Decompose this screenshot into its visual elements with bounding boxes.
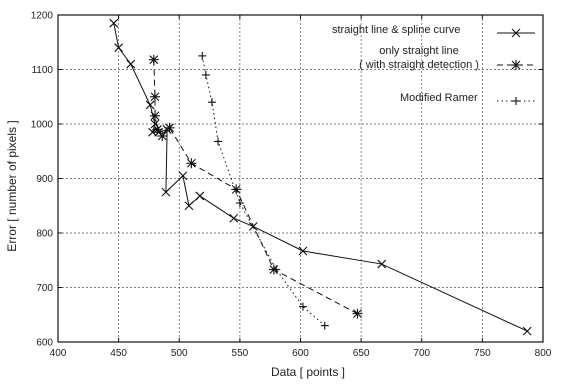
series-line	[201, 55, 326, 327]
data-point-marker	[126, 59, 136, 69]
data-point-marker	[184, 201, 194, 211]
data-point-marker	[109, 18, 119, 28]
data-point-marker	[214, 137, 223, 146]
data-point-marker	[150, 91, 160, 102]
x-tick-label: 550	[232, 348, 249, 359]
data-point-marker	[298, 246, 308, 256]
grid	[58, 15, 543, 342]
series-group	[109, 18, 532, 336]
data-point-marker	[195, 191, 205, 201]
x-tick-label: 750	[474, 348, 491, 359]
x-tick-label: 700	[413, 348, 430, 359]
x-tick-label: 450	[110, 348, 127, 359]
legend-label: only straight line ( with straight detect…	[359, 45, 479, 71]
data-point-marker	[157, 130, 168, 141]
data-point-marker	[272, 265, 281, 274]
data-point-marker	[152, 124, 163, 135]
legend-label-line: ( with straight detection )	[359, 59, 479, 71]
x-tick-label: 650	[353, 348, 370, 359]
data-point-marker	[148, 54, 159, 65]
data-point-marker	[231, 184, 242, 195]
data-point-marker	[201, 70, 210, 79]
legend-label-line: straight line & spline curve	[332, 24, 460, 36]
data-point-marker	[198, 51, 207, 60]
data-point-marker	[377, 259, 387, 269]
data-point-marker	[164, 122, 175, 133]
y-tick-label: 1000	[31, 120, 54, 131]
y-tick-label: 900	[36, 174, 53, 185]
data-point-marker	[352, 308, 363, 319]
data-point-marker	[161, 187, 171, 197]
y-axis-label: Error [ number of pixels ]	[5, 120, 19, 251]
legend-label-line: Modified Ramer	[400, 92, 478, 104]
data-point-marker	[178, 171, 188, 181]
data-point-marker	[511, 28, 521, 38]
series-2	[148, 54, 363, 319]
x-tick-label: 600	[292, 348, 309, 359]
data-point-marker	[207, 98, 216, 107]
legend-label-line: only straight line	[379, 45, 459, 57]
series-3	[198, 51, 329, 330]
data-point-marker	[114, 43, 124, 53]
data-point-marker	[229, 213, 239, 223]
data-point-marker	[320, 321, 329, 330]
y-tick-label: 600	[36, 338, 53, 349]
series-line	[153, 59, 358, 315]
y-tick-label: 800	[36, 229, 53, 240]
x-tick-label: 500	[171, 348, 188, 359]
data-point-marker	[522, 326, 532, 336]
x-tick-label: 400	[50, 348, 67, 359]
x-axis-label: Data [ points ]	[271, 365, 345, 379]
data-point-marker	[298, 302, 307, 311]
y-tick-label: 700	[36, 283, 53, 294]
legend: straight line & spline curve only straigh…	[332, 24, 535, 105]
legend-label: straight line & spline curve	[332, 24, 460, 36]
legend-label: Modified Ramer	[400, 92, 478, 104]
data-point-marker	[145, 100, 155, 110]
y-tick-label: 1100	[31, 65, 53, 76]
data-point-marker	[511, 60, 521, 70]
data-point-marker	[150, 110, 160, 121]
data-point-marker	[235, 199, 244, 208]
x-tick-label: 800	[535, 348, 552, 359]
data-point-marker	[186, 158, 197, 169]
axes: 400 450 500 550 600 650 700 750 800 600 700 800 900 1…	[31, 11, 552, 360]
y-tick-label: 1200	[31, 11, 54, 22]
data-point-marker	[512, 97, 520, 105]
